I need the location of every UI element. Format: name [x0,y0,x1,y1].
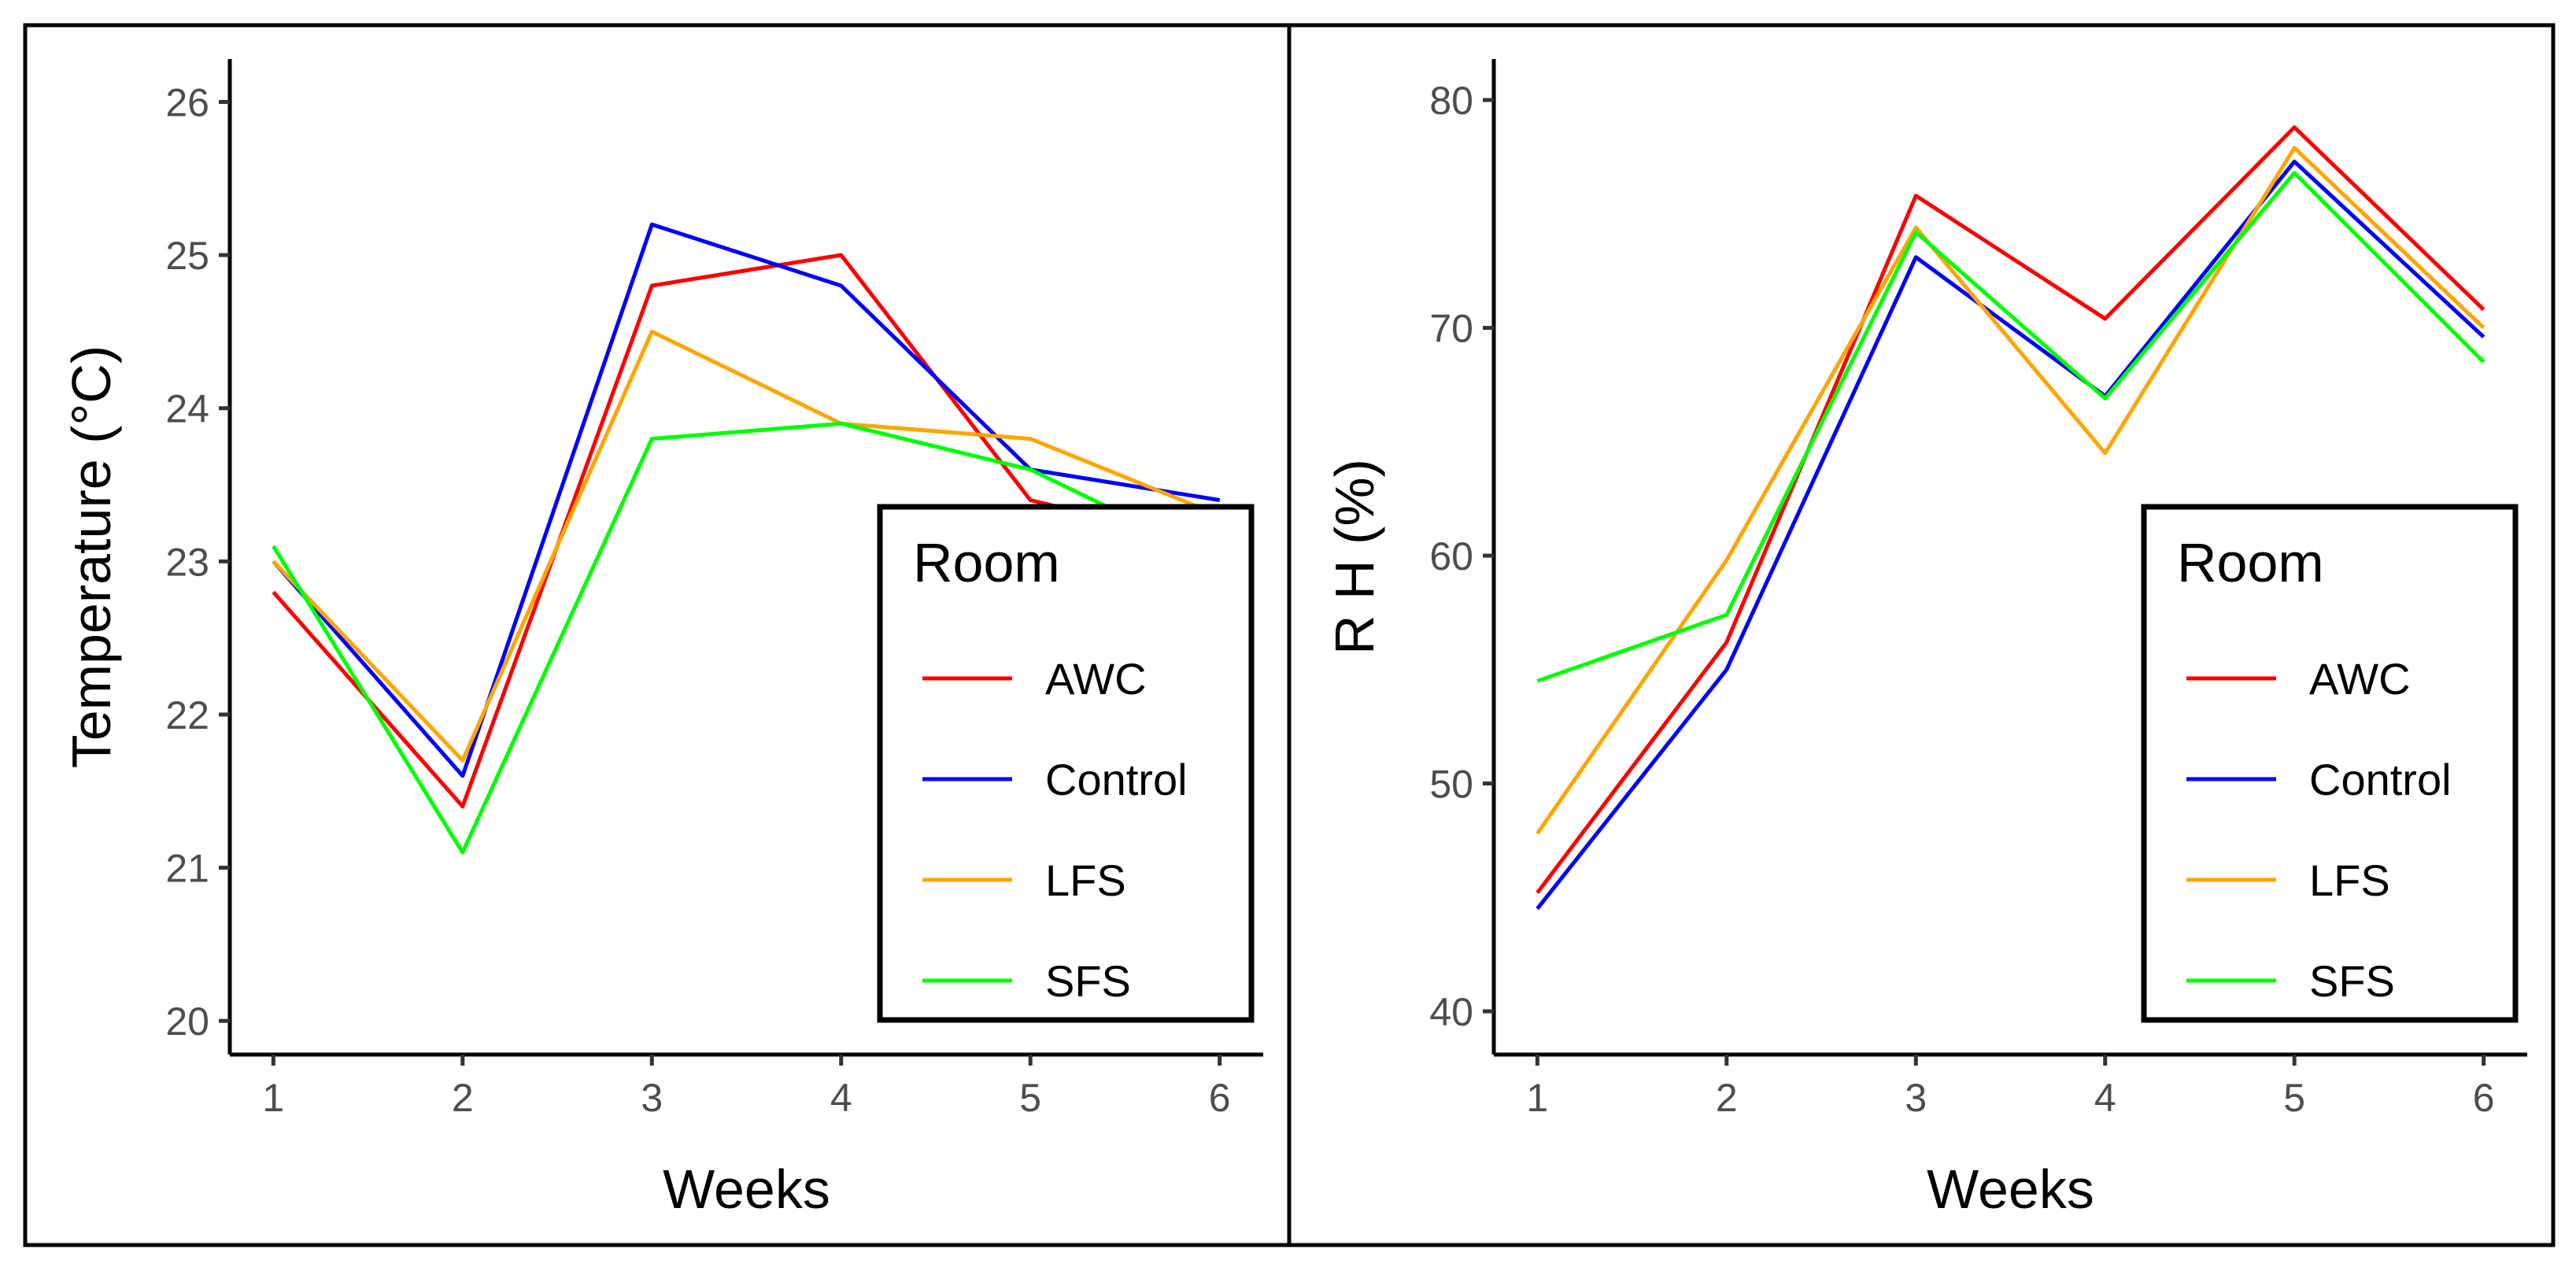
humidity-plot-area [1536,125,2485,911]
temperature-legend-label-sfs: SFS [1045,956,1131,1006]
temperature-x-axis-title: Weeks [663,1158,830,1220]
temperature-y-tick-label: 23 [165,540,209,584]
humidity-y-tick-label: 70 [1429,307,1473,351]
temperature-chart: Weeks Temperature (°C) Room AWC Control LF… [61,59,1263,1220]
humidity-chart: Weeks R H (%) Room AWC Control LFS SFS 40 50… [1324,59,2527,1220]
humidity-x-tick-label: 6 [2473,1076,2495,1120]
humidity-x-axis-title: Weeks [1927,1158,2094,1220]
temperature-x-tick-label: 1 [262,1076,284,1120]
temperature-y-tick-label: 25 [165,234,209,278]
temperature-series-line-sfs [272,421,1221,855]
temperature-y-tick-label: 21 [165,847,209,891]
humidity-legend-label-sfs: SFS [2309,956,2395,1006]
temperature-x-tick-label: 4 [830,1076,852,1120]
humidity-x-tick-label: 3 [1905,1076,1927,1120]
temperature-x-tick-label: 6 [1209,1076,1231,1120]
humidity-y-tick-label: 60 [1429,534,1473,578]
temperature-legend-label-control: Control [1045,755,1188,804]
humidity-x-tick-label: 5 [2283,1076,2305,1120]
humidity-legend-title: Room [2177,532,2324,593]
humidity-y-axis-title: R H (%) [1324,459,1385,655]
temperature-y-tick-label: 24 [165,387,209,431]
humidity-legend-box [2141,504,2519,1023]
temperature-series-line-lfs [272,329,1221,763]
temperature-legend-label-awc: AWC [1045,654,1147,704]
panel-right-frame [1287,23,2556,1247]
temperature-x-tick-label: 2 [452,1076,474,1120]
humidity-x-tick-label: 4 [2094,1076,2116,1120]
temperature-series-line-control [272,222,1221,778]
humidity-series-line-sfs [1536,171,2485,683]
temperature-legend-box [877,504,1255,1023]
humidity-series-line-control [1536,159,2485,911]
temperature-legend-title: Room [913,532,1060,593]
humidity-series-line-awc [1536,125,2485,895]
humidity-y-tick-label: 50 [1429,763,1473,807]
humidity-y-tick-label: 80 [1429,79,1473,123]
humidity-legend-label-awc: AWC [2309,654,2411,704]
humidity-y-tick-label: 40 [1429,990,1473,1034]
temperature-legend: Room AWC Control LFS SFS [877,504,1255,1023]
temperature-y-tick-label: 26 [165,80,209,124]
temperature-y-tick-label: 20 [165,999,209,1044]
humidity-legend: Room AWC Control LFS SFS [2141,504,2519,1023]
humidity-x-tick-label: 2 [1716,1076,1738,1120]
temperature-y-axis-title: Temperature (°C) [61,345,122,769]
temperature-x-tick-label: 3 [641,1076,663,1120]
humidity-series-line-lfs [1536,146,2485,835]
humidity-legend-label-control: Control [2309,755,2452,804]
temperature-y-tick-label: 22 [165,693,209,737]
temperature-x-tick-label: 5 [1019,1076,1041,1120]
humidity-x-tick-label: 1 [1526,1076,1548,1120]
temperature-legend-label-lfs: LFS [1045,855,1126,905]
humidity-legend-label-lfs: LFS [2309,855,2390,905]
